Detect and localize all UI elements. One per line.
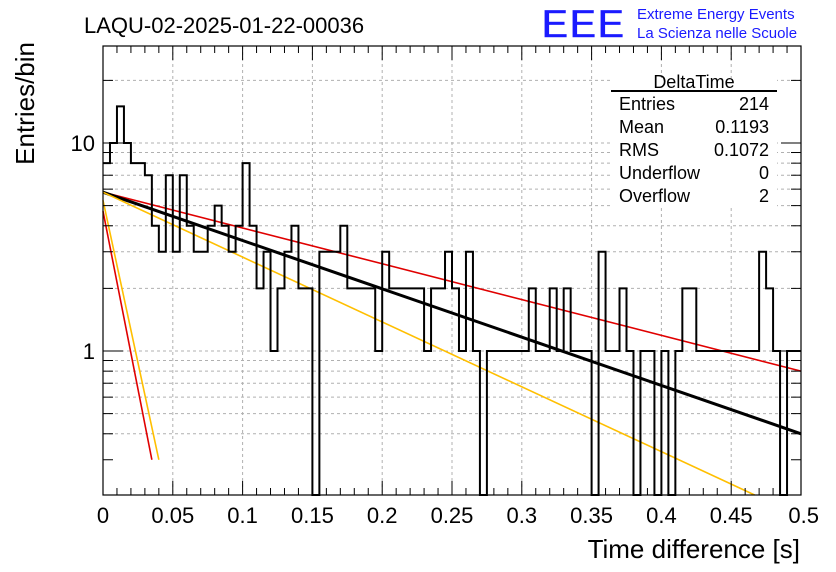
- stats-box-background: [611, 78, 777, 208]
- x-tick-label: 0.2: [367, 503, 398, 528]
- y-axis-title: Entries/bin: [10, 42, 40, 165]
- stats-label-overflow: Overflow: [619, 186, 691, 206]
- logo-line-2: La Scienza nelle Scuole: [637, 25, 797, 42]
- stats-value-rms: 0.1072: [714, 140, 769, 160]
- stats-label-entries: Entries: [619, 94, 675, 114]
- histogram-outline: [103, 105, 801, 496]
- x-tick-label: 0: [97, 503, 109, 528]
- x-tick-label: 0.25: [431, 503, 474, 528]
- fit-curves: [102, 190, 802, 496]
- stats-label-mean: Mean: [619, 117, 664, 137]
- fit-line-red: [102, 211, 153, 460]
- logo-line-1: Extreme Energy Events: [637, 6, 795, 23]
- x-tick-labels: 0 0.05 0.1 0.15 0.2 0.25 0.3 0.35 0.4 0.45 0.5: [97, 503, 819, 528]
- fit-line-orange: [102, 200, 160, 460]
- stats-value-mean: 0.1193: [715, 117, 769, 137]
- x-tick-label: 0.1: [227, 503, 258, 528]
- eee-logo: EEE Extreme Energy Events La Scienza nel…: [540, 0, 797, 48]
- x-tick-label: 0.05: [151, 503, 194, 528]
- x-tick-label: 0.4: [646, 503, 677, 528]
- stats-label-underflow: Underflow: [619, 163, 701, 183]
- stats-box: DeltaTime Entries 214 Mean 0.1193 RMS 0.…: [611, 72, 777, 208]
- y-tick-label: 1: [83, 339, 95, 364]
- logo-mark: EEE: [541, 0, 625, 47]
- stats-box-name: DeltaTime: [653, 72, 734, 92]
- axis-ticks: [102, 46, 802, 495]
- x-tick-label: 0.15: [291, 503, 334, 528]
- fit-line-orange: [102, 191, 755, 496]
- x-tick-label: 0.5: [788, 503, 819, 528]
- grid-lines: [103, 46, 801, 495]
- stats-label-rms: RMS: [619, 140, 659, 160]
- x-tick-label: 0.45: [710, 503, 753, 528]
- y-tick-labels: 1 10: [71, 131, 95, 364]
- x-tick-label: 0.35: [570, 503, 613, 528]
- y-tick-label: 10: [71, 131, 95, 156]
- fit-line-black: [102, 190, 802, 436]
- stats-value-entries: 214: [739, 94, 769, 114]
- chart-title: LAQU-02-2025-01-22-00036: [84, 13, 364, 38]
- stats-value-underflow: 0: [759, 163, 769, 183]
- histogram-bins: [103, 105, 801, 496]
- stats-value-overflow: 2: [759, 186, 769, 206]
- x-axis-title: Time difference [s]: [588, 534, 800, 564]
- x-tick-label: 0.3: [507, 503, 538, 528]
